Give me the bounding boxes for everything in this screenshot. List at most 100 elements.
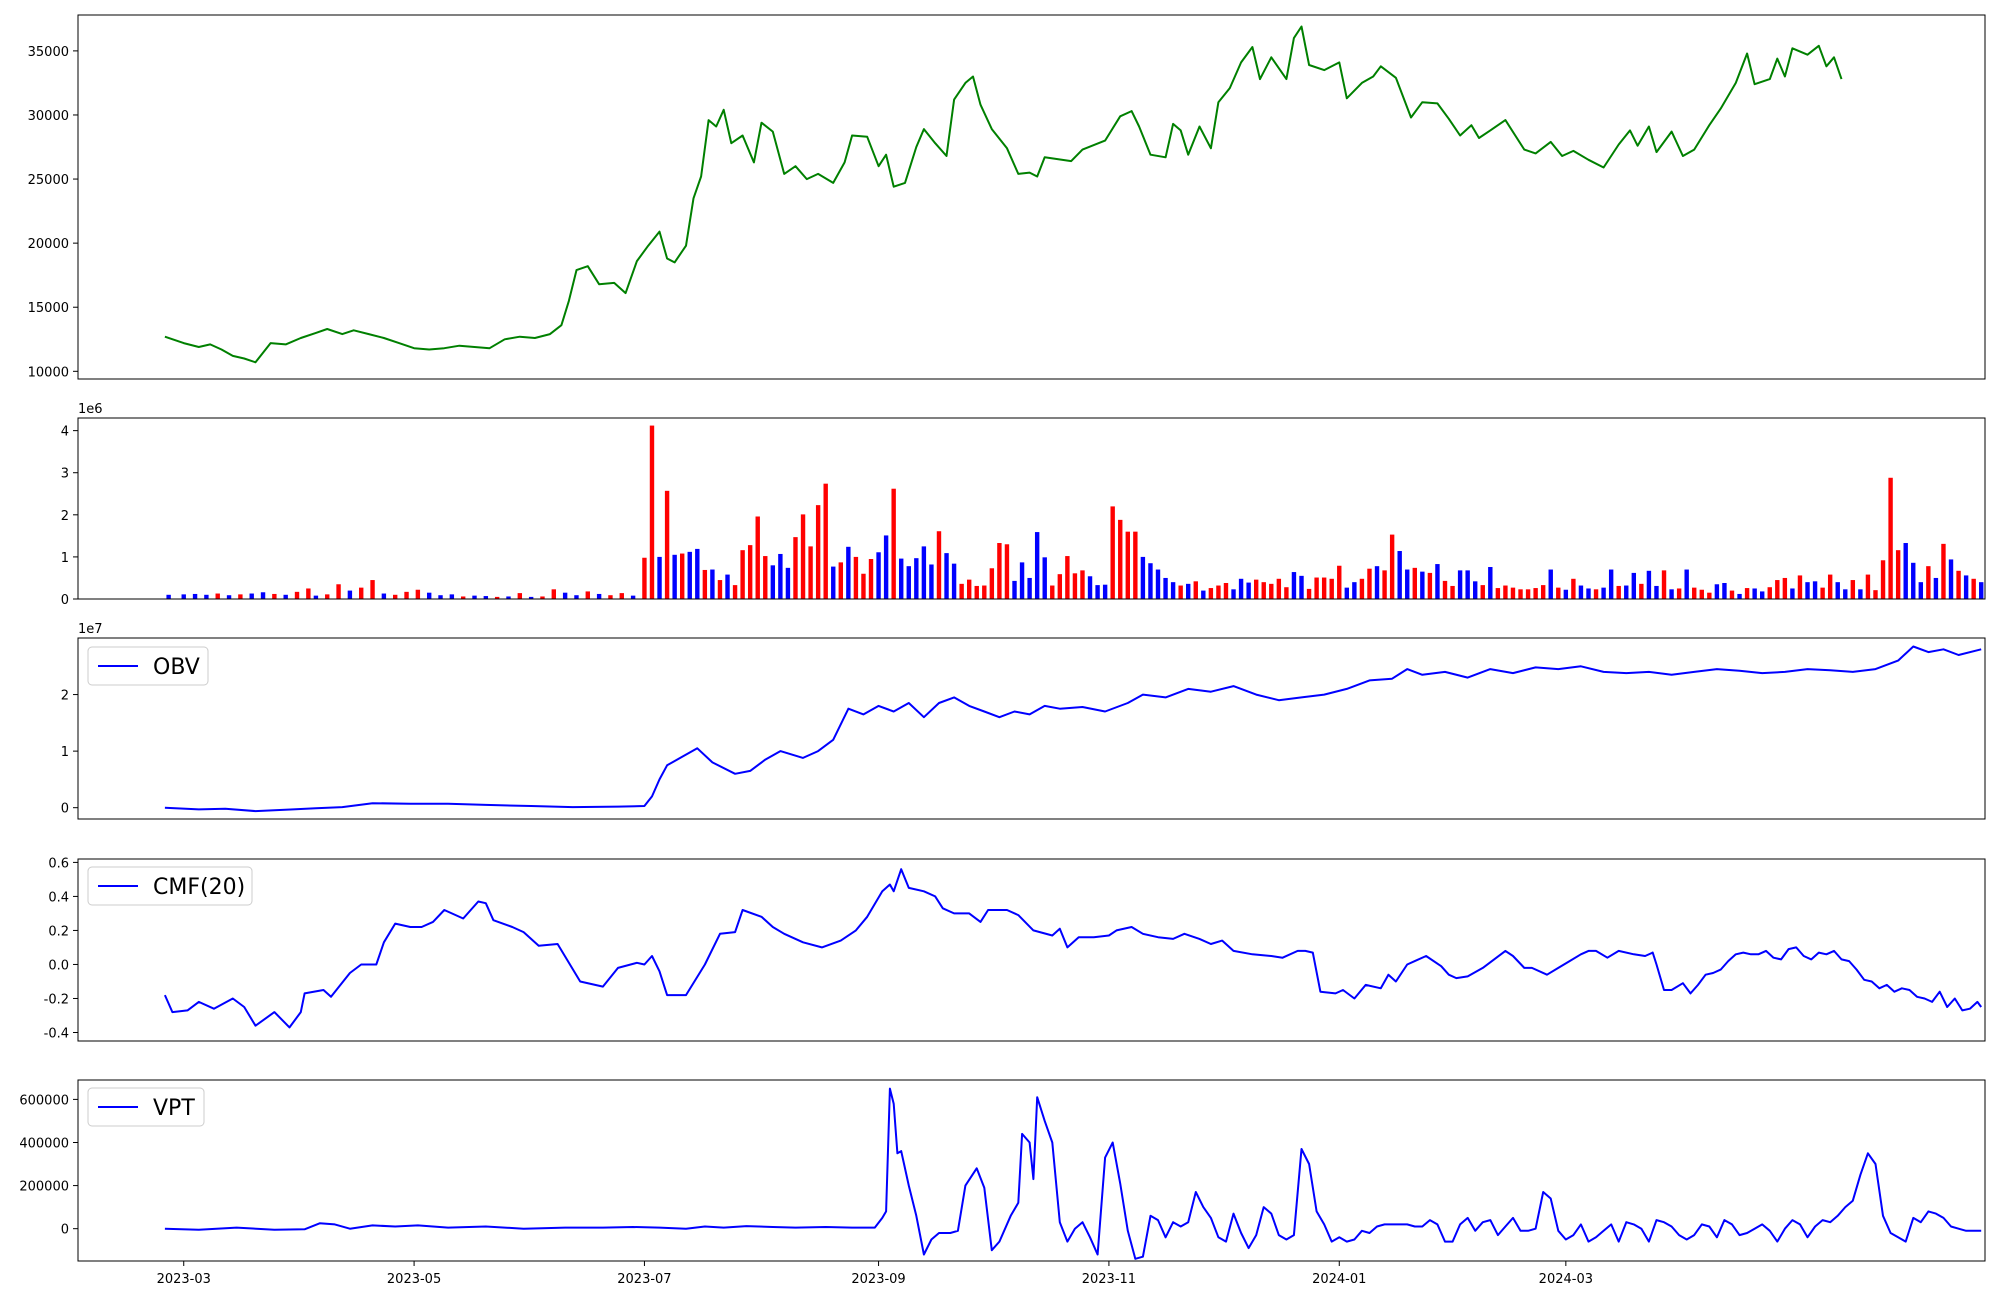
volume-bar [1178, 585, 1183, 599]
volume-bar [1843, 589, 1848, 599]
volume-bar [1858, 589, 1863, 599]
volume-bar [853, 556, 859, 599]
cmf-ytick-label: 0.6 [48, 856, 69, 871]
vpt-line [164, 1087, 1982, 1260]
volume-bar [359, 587, 364, 599]
volume-bar [249, 593, 254, 599]
volume-bar [596, 593, 602, 599]
volume-bar [1201, 590, 1206, 599]
volume-bar [710, 569, 715, 599]
volume-bar [1193, 581, 1198, 599]
volume-bar [393, 594, 398, 599]
volume-bar [181, 594, 186, 599]
volume-bar [1329, 578, 1334, 599]
volume-bar [370, 580, 375, 599]
volume-bar [226, 595, 232, 599]
vpt-ytick-label: 400000 [19, 1136, 69, 1151]
volume-bar [808, 546, 813, 599]
volume-bar [997, 543, 1002, 599]
volume-bar [1578, 585, 1584, 599]
obv-ticks: 0 1 2 [61, 689, 78, 817]
volume-bar [876, 552, 881, 599]
volume-bar [1238, 578, 1244, 599]
vpt-legend-box [87, 1087, 205, 1127]
volume-bar [793, 537, 798, 599]
volume-bar [823, 483, 828, 599]
volume-bar [642, 557, 647, 599]
volume-bar [1261, 582, 1266, 599]
volume-bar [815, 505, 821, 599]
volume-bar [1080, 570, 1085, 599]
volume-bar [1714, 584, 1720, 599]
price-ytick-label: 10000 [28, 365, 69, 380]
volume-bar [1412, 567, 1417, 599]
price-ytick-label: 20000 [28, 237, 69, 252]
volume-bar [1450, 585, 1455, 599]
vpt-legend-label: VPT [153, 1096, 195, 1121]
cmf-panel: -0.4 -0.2 0.0 0.2 0.4 0.6 CMF(20) [44, 856, 1986, 1042]
obv-offset-label: 1e7 [78, 622, 103, 637]
volume-bar [1850, 580, 1856, 599]
cmf-ytick-label: 0.0 [48, 958, 69, 973]
volume-ticks: 0 1 2 3 4 [61, 425, 78, 608]
volume-bar [951, 563, 957, 599]
volume-bar [770, 565, 776, 599]
volume-bar [1639, 583, 1644, 599]
volume-bar [966, 579, 972, 599]
volume-bar [336, 584, 341, 599]
volume-bar [1163, 577, 1168, 599]
volume-bar [1027, 577, 1032, 599]
vpt-series [164, 1087, 1982, 1260]
volume-bar [506, 596, 511, 599]
volume-bar [1034, 532, 1040, 599]
volume-bar [989, 568, 995, 599]
obv-line [164, 645, 1982, 813]
volume-bar [1337, 565, 1342, 599]
volume-bar [404, 591, 409, 599]
volume-bar [1548, 569, 1553, 599]
obv-axes-frame [77, 637, 1986, 820]
volume-bar [740, 550, 745, 599]
volume-bar [585, 591, 590, 599]
volume-bar [1775, 580, 1780, 599]
volume-bar [664, 490, 670, 599]
volume-bar [717, 580, 723, 599]
obv-legend: OBV [87, 646, 209, 686]
volume-bar [215, 593, 220, 599]
obv-legend-label: OBV [153, 655, 200, 680]
volume-bar [294, 591, 300, 599]
volume-bar [838, 562, 843, 599]
shared-date-axis: 2023-03 2023-05 2023-07 2023-09 2023-11 2024-… [157, 1261, 1593, 1287]
volume-bar [1729, 590, 1735, 599]
volume-bar [1367, 568, 1372, 599]
volume-bar [725, 574, 730, 599]
volume-bar [1004, 544, 1010, 599]
volume-bar [619, 593, 624, 599]
volume-bar [649, 425, 655, 599]
volume-bar [657, 556, 662, 599]
cmf-ytick-label: 0.2 [48, 924, 69, 939]
volume-ytick-label: 2 [61, 509, 69, 524]
volume-bar [1352, 582, 1357, 599]
volume-bar [1525, 589, 1531, 599]
obv-ytick-label: 1 [61, 745, 69, 760]
volume-bar [1941, 543, 1946, 599]
volume-bar [1540, 585, 1546, 599]
volume-bar [1102, 584, 1108, 599]
volume-bar [778, 553, 783, 599]
volume-bar [1593, 589, 1599, 599]
volume-bar [1253, 579, 1259, 599]
volume-bar [438, 595, 443, 599]
volume-bar [1518, 589, 1523, 599]
price-ticks: 10000 15000 20000 25000 30000 35000 [28, 45, 78, 380]
volume-bar [238, 594, 243, 599]
volume-bar [1827, 574, 1833, 599]
volume-bar [785, 567, 791, 599]
volume-bar [1442, 580, 1448, 599]
volume-bar [1488, 567, 1493, 599]
volume-bar [974, 585, 979, 599]
volume-bar [1971, 578, 1976, 599]
volume-bar [1979, 582, 1984, 599]
vpt-ytick-label: 600000 [19, 1093, 69, 1108]
